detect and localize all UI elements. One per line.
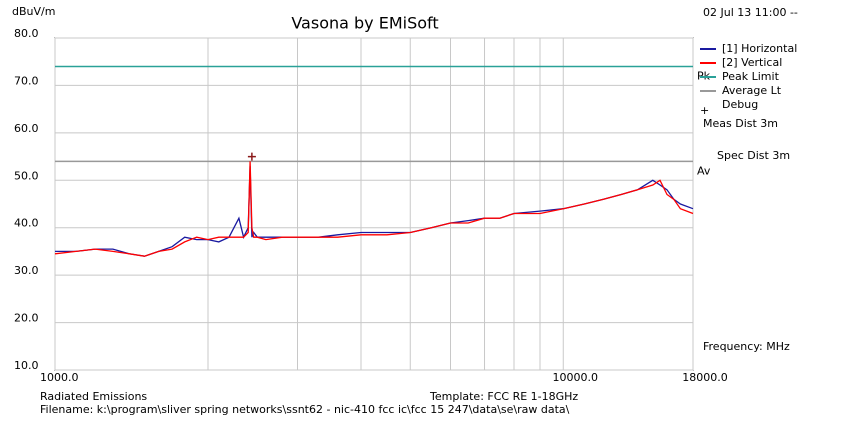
data-line xyxy=(55,166,694,257)
y-axis-unit: dBuV/m xyxy=(12,5,55,18)
y-tick-label: 10.0 xyxy=(14,359,39,372)
annotation: Meas Dist 3m xyxy=(703,117,778,130)
debug-marker xyxy=(247,152,256,161)
data-line xyxy=(54,161,694,257)
legend-label: Average Lt xyxy=(722,84,782,97)
y-tick-label: 80.0 xyxy=(14,27,39,40)
y-tick-label: 30.0 xyxy=(14,264,39,277)
footer: Template: FCC RE 1-18GHz xyxy=(429,390,578,403)
x-tick-label: 1000.0 xyxy=(40,371,79,384)
plot-frame xyxy=(54,37,694,371)
legend-marker: + xyxy=(700,104,709,117)
chart-title: Vasona by EMiSoft xyxy=(291,14,438,33)
y-tick-label: 40.0 xyxy=(14,217,39,230)
footer: Filename: k:\program\sliver spring netwo… xyxy=(40,403,570,416)
annotation: Spec Dist 3m xyxy=(717,149,790,162)
x-tick-label: 10000.0 xyxy=(553,371,599,384)
legend-label: Peak Limit xyxy=(722,70,780,83)
legend-label: [2] Vertical xyxy=(722,56,782,69)
x-tick-label: 18000.0 xyxy=(682,371,728,384)
y-tick-label: 20.0 xyxy=(14,312,39,325)
limit-tag: Av xyxy=(697,164,711,177)
y-tick-label: 60.0 xyxy=(14,122,39,135)
timestamp: 02 Jul 13 11:00 -- xyxy=(703,6,798,19)
legend-label: [1] Horizontal xyxy=(722,42,797,55)
y-tick-label: 70.0 xyxy=(14,74,39,87)
footer: Radiated Emissions xyxy=(40,390,147,403)
x-axis-label: Frequency: MHz xyxy=(703,340,790,353)
limit-tag: Pk xyxy=(697,69,711,82)
y-tick-label: 50.0 xyxy=(14,169,39,182)
legend-label: Debug xyxy=(722,98,758,111)
